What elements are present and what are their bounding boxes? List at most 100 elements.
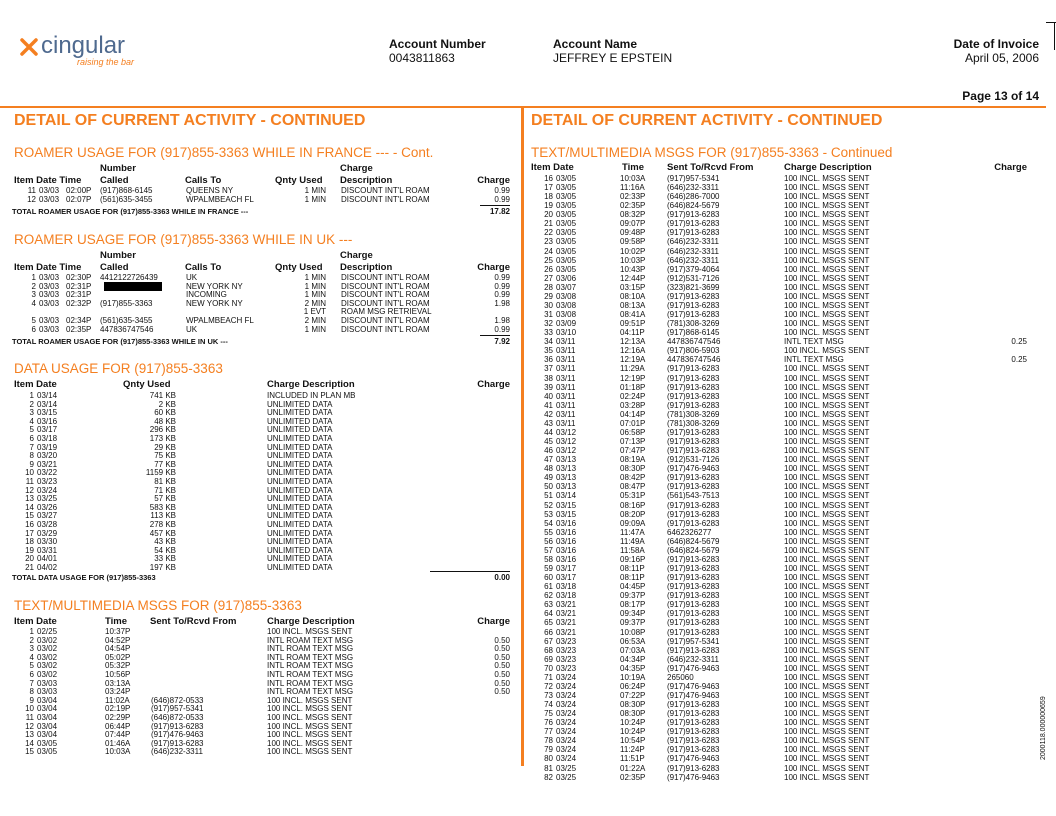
table-cell: 08:20P bbox=[620, 509, 646, 519]
table-cell: 03/24 bbox=[556, 745, 577, 755]
table-cell: 03/20 bbox=[37, 451, 58, 461]
table-cell: 10:03A bbox=[105, 747, 131, 757]
table-cell: DISCOUNT INT'L ROAM bbox=[341, 194, 430, 204]
table-cell: 03/24 bbox=[556, 690, 577, 700]
table-cell: 07:03A bbox=[620, 645, 646, 655]
table-cell: 03/03 bbox=[37, 678, 58, 688]
table-cell: 8 bbox=[29, 687, 34, 697]
table-cell: 741 KB bbox=[149, 391, 176, 400]
table-cell: 100 INCL. MSGS SENT bbox=[784, 554, 870, 564]
table-cell: 100 INCL. MSGS SENT bbox=[784, 564, 870, 573]
table-cell: 03/23 bbox=[556, 636, 577, 646]
table-cell: 11 bbox=[25, 477, 34, 486]
table-cell: (917)913-6283 bbox=[151, 738, 204, 748]
table-cell: 100 INCL. MSGS SENT bbox=[784, 663, 870, 673]
table-cell: 68 bbox=[544, 645, 553, 655]
total-label: TOTAL DATA USAGE FOR (917)855-3363 bbox=[12, 573, 156, 582]
table-cell: 1 MIN bbox=[304, 273, 326, 282]
table-cell: 62 bbox=[544, 591, 553, 601]
table-cell: 17 bbox=[25, 528, 34, 538]
table-cell: UNLIMITED DATA bbox=[267, 425, 333, 435]
table-cell: 100 INCL. MSGS SENT bbox=[784, 174, 870, 183]
table-cell: 100 INCL. MSGS SENT bbox=[784, 636, 870, 646]
table-cell: 11:49A bbox=[620, 536, 645, 546]
table-cell: (917)913-6283 bbox=[667, 582, 720, 592]
table-cell: (917)476-9463 bbox=[667, 663, 720, 673]
table-cell: 03/21 bbox=[556, 627, 577, 637]
column-header: Item Date bbox=[14, 379, 57, 390]
table-cell: 10:08P bbox=[620, 627, 646, 637]
table-cell: 03/24 bbox=[556, 700, 577, 710]
table-cell: 29 KB bbox=[154, 442, 176, 452]
table-cell: 48 KB bbox=[154, 416, 176, 426]
table-cell: 100 INCL. MSGS SENT bbox=[784, 273, 870, 283]
table-cell: 265060 bbox=[667, 672, 694, 682]
table-cell: 03/24 bbox=[556, 672, 577, 682]
table-cell: 02:07P bbox=[66, 194, 92, 204]
table-cell: 40 bbox=[544, 391, 553, 401]
table-cell: 11:16A bbox=[620, 183, 645, 193]
table-cell: 28 bbox=[544, 282, 553, 292]
table-cell: 02:31P bbox=[66, 281, 92, 291]
column-header: Charge Description bbox=[267, 616, 355, 627]
table-cell: (917)913-6283 bbox=[667, 600, 720, 610]
table-cell: DISCOUNT INT'L ROAM bbox=[341, 281, 430, 291]
table-cell: 05:31P bbox=[620, 491, 646, 501]
table-cell: (917)913-6283 bbox=[667, 700, 720, 710]
table-cell: 50 bbox=[544, 482, 553, 492]
table-cell: 03/23 bbox=[556, 663, 577, 673]
table-cell: 03/28 bbox=[37, 520, 58, 529]
table-cell: 0.99 bbox=[494, 186, 510, 195]
table-cell: (912)531-7126 bbox=[667, 455, 720, 465]
table-cell: 11 bbox=[27, 186, 36, 195]
table-cell: (917)913-6283 bbox=[667, 645, 720, 655]
table-cell: 03/03 bbox=[39, 324, 60, 334]
table-cell: 06:44P bbox=[105, 721, 131, 731]
table-cell: 75 bbox=[544, 709, 553, 719]
table-cell: 08:41A bbox=[620, 310, 646, 320]
table-cell: 03/14 bbox=[37, 391, 58, 400]
table-cell: 100 INCL. MSGS SENT bbox=[784, 591, 870, 601]
table-cell: 29 bbox=[544, 291, 553, 301]
table-cell: 7 bbox=[29, 678, 34, 688]
table-cell: 03/02 bbox=[37, 644, 58, 654]
table-cell: WPALMBEACH FL bbox=[186, 194, 254, 204]
table-cell: 07:01P bbox=[620, 418, 646, 428]
table-cell: 100 INCL. MSGS SENT bbox=[784, 310, 870, 320]
table-cell: 08:30P bbox=[620, 700, 646, 710]
table-cell: 03/05 bbox=[37, 738, 58, 748]
table-cell: (917)476-9463 bbox=[667, 772, 720, 782]
table-cell: 03/08 bbox=[556, 310, 577, 320]
table-cell: (561)635-3455 bbox=[100, 316, 153, 325]
table-cell: (646)872-0533 bbox=[151, 713, 204, 722]
table-cell: 01:46A bbox=[105, 738, 131, 748]
table-cell: 16 bbox=[25, 520, 34, 529]
table-cell: 100 INCL. MSGS SENT bbox=[784, 264, 870, 274]
table-cell: 03/02 bbox=[37, 635, 58, 645]
table-cell: 04:11P bbox=[620, 328, 645, 338]
table-cell: (917)913-6283 bbox=[667, 763, 720, 773]
table-cell: 100 INCL. MSGS SENT bbox=[267, 721, 353, 731]
table-cell: 24 bbox=[544, 246, 553, 256]
table-cell: 03/02 bbox=[37, 670, 58, 679]
section-heading: TEXT/MULTIMEDIA MSGS FOR (917)855-3363 -… bbox=[531, 145, 893, 160]
table-cell: 19 bbox=[544, 201, 553, 211]
table-cell: 54 KB bbox=[154, 545, 176, 555]
table-cell: (917)913-6283 bbox=[667, 718, 720, 728]
table-cell: 36 bbox=[544, 355, 553, 365]
table-cell: 03/24 bbox=[556, 681, 577, 691]
table-cell: 03/03 bbox=[39, 186, 60, 195]
table-cell: 54 bbox=[544, 518, 553, 528]
table-cell: 02:00P bbox=[66, 186, 92, 195]
table-cell: 4 bbox=[31, 298, 36, 308]
table-cell: 0.50 bbox=[494, 687, 510, 697]
table-cell: 2 KB bbox=[158, 399, 176, 409]
table-cell: 10:56P bbox=[105, 670, 131, 679]
account-name-label: Account Name bbox=[553, 37, 638, 51]
table-cell: 09:07P bbox=[620, 219, 646, 229]
table-cell: (917)476-9463 bbox=[151, 730, 204, 740]
table-cell: 03/15 bbox=[556, 500, 577, 510]
table-cell: (917)913-6283 bbox=[667, 627, 720, 637]
table-cell: INTL ROAM TEXT MSG bbox=[267, 644, 354, 654]
table-cell: 14 bbox=[25, 738, 34, 748]
